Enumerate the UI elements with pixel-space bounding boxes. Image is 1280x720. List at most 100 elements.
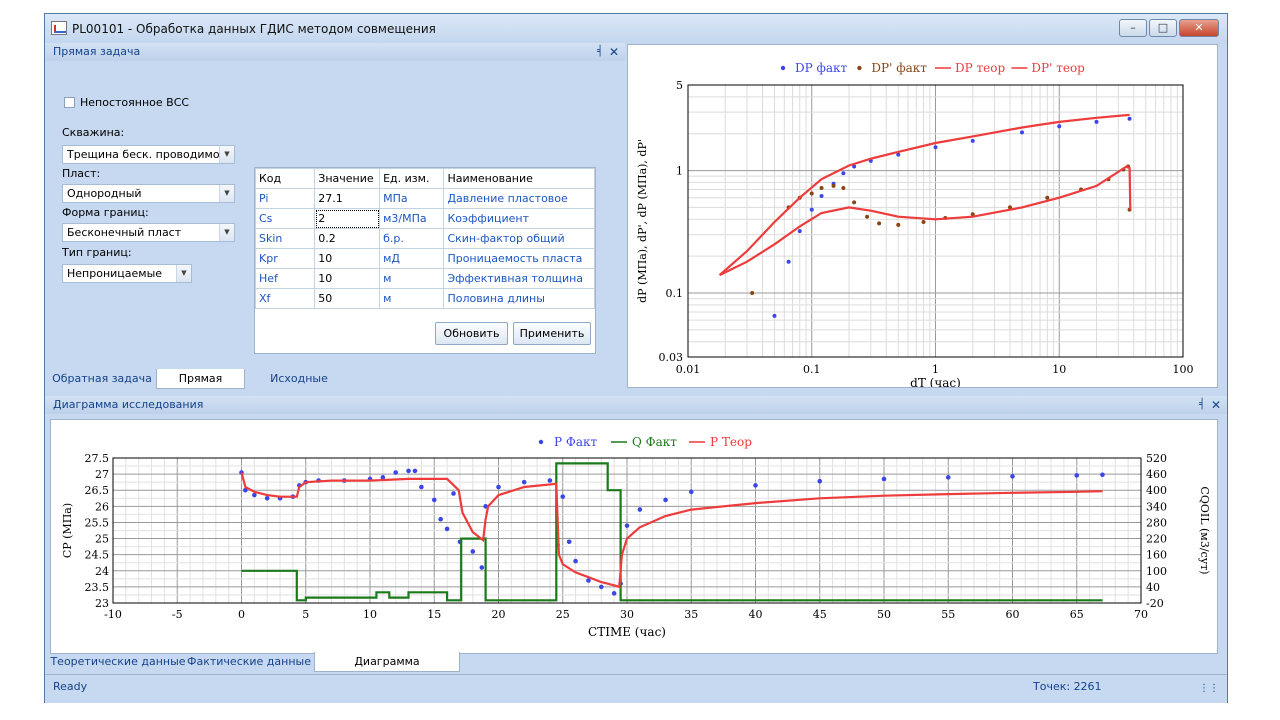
variable-wbs-checkbox[interactable] [64,97,75,108]
y-tick-label: 24.5 [85,549,110,562]
boundary-shape-label: Форма границ: [62,206,149,219]
app-chart-icon [51,21,67,35]
pin-icon[interactable]: ╡ [596,46,603,57]
legend-label: Q Факт [632,435,677,449]
data-point [1010,474,1015,479]
resize-grip-icon[interactable]: ⋮⋮ [1199,683,1219,694]
x-axis-label: dT (час) [910,376,961,387]
param-name: Проницаемость пласта [443,248,595,269]
pin-icon[interactable]: ╡ [1198,399,1205,410]
data-point [841,186,846,191]
legend-label: P Теор [710,435,752,449]
y-axis-label: dP (МПа), dP', dP (МПа), dP' [636,139,649,303]
survey-chart[interactable]: -10 -5 0 5 10 15 20 25 30 35 40 45 50 55 60 65 70 23 23.5 2… [51,420,1217,653]
data-point [1127,116,1132,121]
param-value[interactable]: 2 [314,208,381,229]
param-code: Hef [254,268,316,289]
x-tick-label: 10 [363,608,377,621]
data-point [470,549,476,554]
data-point [865,214,870,219]
data-point [831,183,836,188]
chevron-down-icon: ▼ [219,146,234,163]
layer-label: Пласт: [62,167,101,180]
column-header[interactable]: Ед. изм. [379,168,445,189]
x-tick-label: 40 [749,608,763,621]
data-point [431,497,437,503]
x-tick-label: 35 [684,608,698,621]
close-button[interactable]: ✕ [1179,19,1219,37]
param-value[interactable]: 0.2 [314,228,381,249]
y-tick-label: 26.5 [85,484,110,497]
plot-area-border [687,84,1184,358]
chevron-down-icon: ▼ [219,185,234,202]
x-tick-label: 1 [932,363,939,376]
y-tick-label: 0.1 [666,287,684,300]
data-point [663,497,668,503]
data-point [809,207,814,212]
tab-inverse-task[interactable]: Обратная задача [52,372,152,385]
data-point [599,584,604,590]
x-tick-label: 45 [813,608,827,621]
param-value[interactable]: 50 [314,288,381,309]
table-row[interactable]: Pi 27.1 МПа Давление пластовое [254,188,595,209]
x-tick-label: 15 [427,608,441,621]
x-tick-label: 70 [1134,608,1148,621]
close-pane-icon[interactable]: ✕ [1210,398,1221,412]
param-code: Pi [254,188,316,209]
pane-title: Прямая задача [53,45,141,58]
tab-source-data[interactable]: Исходные данные [270,372,328,405]
data-point [772,313,777,318]
title-bar: PL00101 - Обработка данных ГДИС методом … [45,14,1227,44]
data-point [243,487,248,493]
data-point [479,565,485,570]
x-tick-label: 100 [1173,363,1194,376]
data-point [896,222,901,227]
data-point [819,186,824,191]
table-row[interactable]: Skin 0.2 б.р. Скин-фактор общий [254,228,595,249]
maximize-button[interactable]: □ [1149,19,1177,37]
table-row[interactable]: Cs 2 м3/МПа Коэффициент [254,208,595,229]
apply-button[interactable]: Применить [513,322,591,345]
table-row[interactable]: Hef 10 м Эффективная толщина [254,268,595,289]
param-value[interactable]: 10 [314,248,381,269]
data-point [753,483,758,488]
legend-marker [857,65,862,71]
variable-wbs-label: Непостоянное ВСС [80,96,190,109]
table-row[interactable]: Xf 50 м Половина длины [254,288,595,309]
x-tick-label: 0.01 [676,363,701,376]
y-tick-label: 25 [95,533,109,546]
status-bar: Ready Точек: 2261 ⋮⋮ [45,674,1227,703]
x-tick-label: 10 [1052,363,1066,376]
boundary-type-select[interactable]: Непроницаемые ▼ [62,264,192,283]
boundary-shape-select[interactable]: Бесконечный пласт ▼ [62,223,235,242]
tab-theoretical-data[interactable]: Теоретические данные [50,655,186,668]
update-button[interactable]: Обновить [435,322,508,345]
table-row[interactable]: Kpr 10 мД Проницаемость пласта [254,248,595,269]
param-code: Kpr [254,248,316,269]
chevron-down-icon: ▼ [176,265,191,282]
column-header[interactable]: Наименование [443,168,595,189]
param-value[interactable]: 27.1 [314,188,381,209]
x-tick-label: 60 [1006,608,1020,621]
series-line [718,113,1130,276]
data-point [809,191,814,196]
y2-tick-label: 340 [1146,500,1167,513]
close-pane-icon[interactable]: ✕ [608,45,619,59]
loglog-chart[interactable]: 0.01 0.1 1 10 100 0.03 0.1 1 5 dT (час) dP (МПа), … [628,45,1217,390]
data-point [1019,130,1024,135]
x-tick-label: 30 [620,608,634,621]
data-point [444,526,450,532]
data-point [586,578,591,583]
column-header[interactable]: Значение [314,168,381,189]
minimize-button[interactable]: – [1119,19,1147,37]
data-point [393,470,399,475]
param-value[interactable]: 10 [314,268,381,289]
well-model-select[interactable]: Трещина беск. проводимости ▼ [62,145,235,164]
y-tick-label: 5 [676,79,683,92]
column-header[interactable]: Код [254,168,316,189]
tab-survey-diagram[interactable]: Диаграмма исследования [314,652,460,688]
param-unit: м [379,268,445,289]
tab-direct-task[interactable]: Прямая задача [156,369,245,405]
layer-model-select[interactable]: Однородный ▼ [62,184,235,203]
tab-actual-data[interactable]: Фактические данные [187,655,311,668]
